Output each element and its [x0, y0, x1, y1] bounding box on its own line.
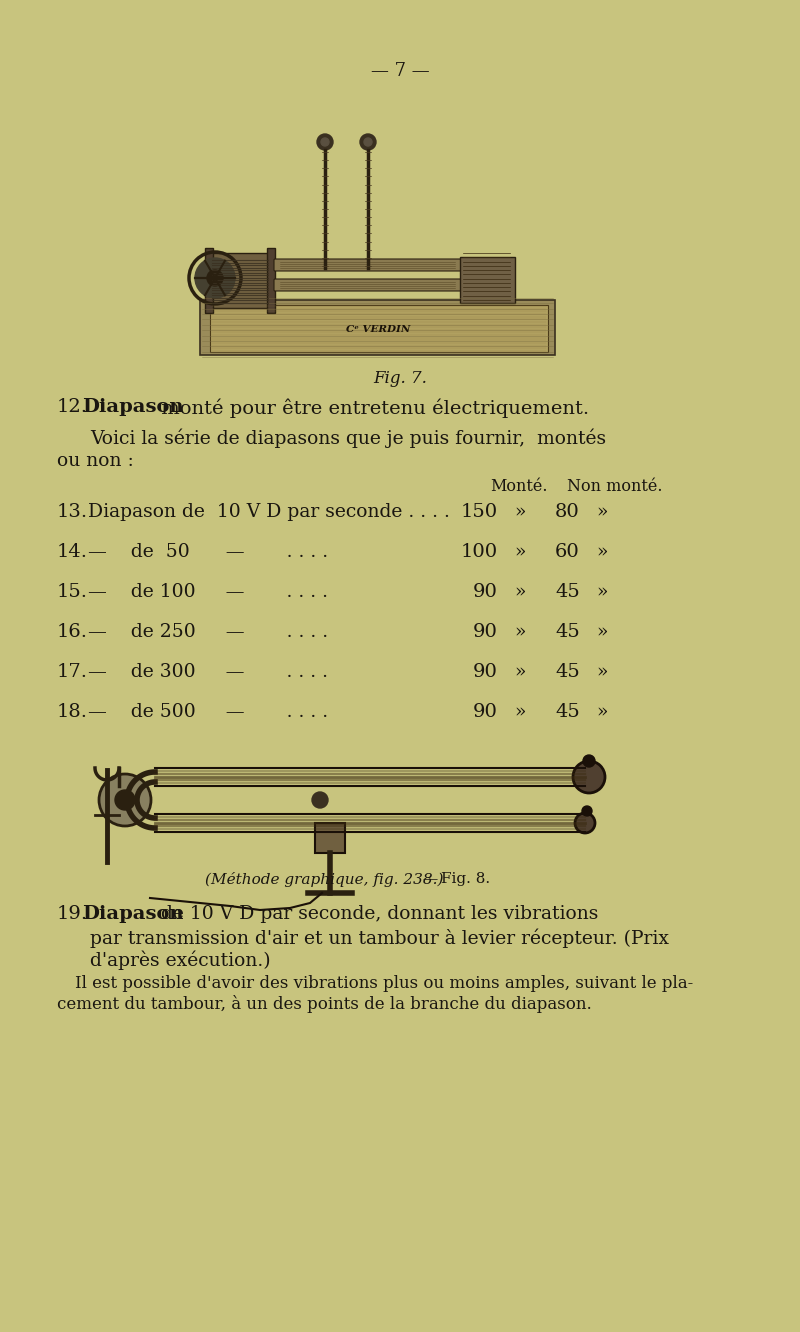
Text: (Méthode graphique, fig. 238.): (Méthode graphique, fig. 238.) [205, 872, 443, 887]
Circle shape [312, 793, 328, 809]
Circle shape [583, 755, 595, 767]
Text: 60: 60 [555, 543, 580, 561]
Text: »: » [596, 623, 607, 641]
Text: —    de 250     —       . . . .: — de 250 — . . . . [88, 623, 328, 641]
Text: —    de 500     —       . . . .: — de 500 — . . . . [88, 703, 328, 721]
Circle shape [582, 806, 592, 817]
Text: Diapason: Diapason [82, 398, 183, 416]
Text: »: » [596, 583, 607, 601]
Text: »: » [514, 623, 526, 641]
Text: Diapason: Diapason [82, 904, 183, 923]
Text: 17.: 17. [57, 663, 88, 681]
Text: 100: 100 [461, 543, 498, 561]
Text: 90: 90 [473, 623, 498, 641]
FancyBboxPatch shape [274, 258, 461, 270]
Text: »: » [596, 503, 607, 521]
FancyBboxPatch shape [210, 253, 270, 308]
Text: 90: 90 [473, 663, 498, 681]
Circle shape [575, 813, 595, 832]
Text: »: » [514, 543, 526, 561]
Circle shape [115, 790, 135, 810]
Text: 45: 45 [555, 663, 580, 681]
Text: »: » [514, 703, 526, 721]
Text: ou non :: ou non : [57, 452, 134, 470]
Text: 16.: 16. [57, 623, 88, 641]
Text: —    de  50      —       . . . .: — de 50 — . . . . [88, 543, 328, 561]
Text: 15.: 15. [57, 583, 88, 601]
Text: »: » [596, 543, 607, 561]
Text: Fig. 7.: Fig. 7. [373, 370, 427, 388]
Text: par transmission d'air et un tambour à levier récepteur. (Prix: par transmission d'air et un tambour à l… [90, 928, 669, 947]
Text: 45: 45 [555, 623, 580, 641]
FancyBboxPatch shape [274, 278, 461, 290]
Text: »: » [514, 503, 526, 521]
Text: d'après exécution.): d'après exécution.) [90, 951, 270, 971]
Text: »: » [596, 703, 607, 721]
Text: 150: 150 [461, 503, 498, 521]
FancyBboxPatch shape [460, 257, 515, 302]
Text: »: » [514, 663, 526, 681]
Text: 90: 90 [473, 703, 498, 721]
Text: Non monté.: Non monté. [567, 478, 662, 496]
Text: 45: 45 [555, 703, 580, 721]
Circle shape [195, 258, 235, 298]
Text: Voici la série de diapasons que je puis fournir,  montés: Voici la série de diapasons que je puis … [90, 428, 606, 448]
Text: 14.: 14. [57, 543, 88, 561]
Text: 45: 45 [555, 583, 580, 601]
Text: de 10 V D par seconde, donnant les vibrations: de 10 V D par seconde, donnant les vibra… [155, 904, 598, 923]
Circle shape [99, 774, 151, 826]
Circle shape [364, 139, 372, 147]
Circle shape [360, 135, 376, 151]
Text: monté pour être entretenu électriquement.: monté pour être entretenu électriquement… [155, 398, 589, 417]
Text: 18.: 18. [57, 703, 88, 721]
FancyBboxPatch shape [205, 248, 213, 313]
Text: — 7 —: — 7 — [370, 63, 430, 80]
FancyBboxPatch shape [210, 305, 548, 352]
Text: Cᵉ VERDIN: Cᵉ VERDIN [346, 325, 410, 334]
Circle shape [321, 139, 329, 147]
Text: Il est possible d'avoir des vibrations plus ou moins amples, suivant le pla-: Il est possible d'avoir des vibrations p… [75, 975, 694, 992]
FancyBboxPatch shape [267, 248, 275, 313]
Text: —    de 300     —       . . . .: — de 300 — . . . . [88, 663, 328, 681]
Circle shape [207, 270, 223, 286]
Text: Fig. 8.: Fig. 8. [441, 872, 490, 886]
Text: cement du tambour, à un des points de la branche du diapason.: cement du tambour, à un des points de la… [57, 995, 592, 1014]
Text: »: » [514, 583, 526, 601]
Text: —    de 100     —       . . . .: — de 100 — . . . . [88, 583, 328, 601]
Circle shape [573, 761, 605, 793]
Text: 19.: 19. [57, 904, 88, 923]
Text: Diapason de  10 V D par seconde . . . .: Diapason de 10 V D par seconde . . . . [88, 503, 450, 521]
Circle shape [317, 135, 333, 151]
Text: —: — [422, 872, 438, 886]
Text: 90: 90 [473, 583, 498, 601]
Text: 80: 80 [555, 503, 580, 521]
FancyBboxPatch shape [315, 823, 345, 852]
Text: Monté.: Monté. [490, 478, 547, 496]
FancyBboxPatch shape [200, 300, 555, 356]
Text: 12.: 12. [57, 398, 88, 416]
Text: 13.: 13. [57, 503, 88, 521]
Text: »: » [596, 663, 607, 681]
